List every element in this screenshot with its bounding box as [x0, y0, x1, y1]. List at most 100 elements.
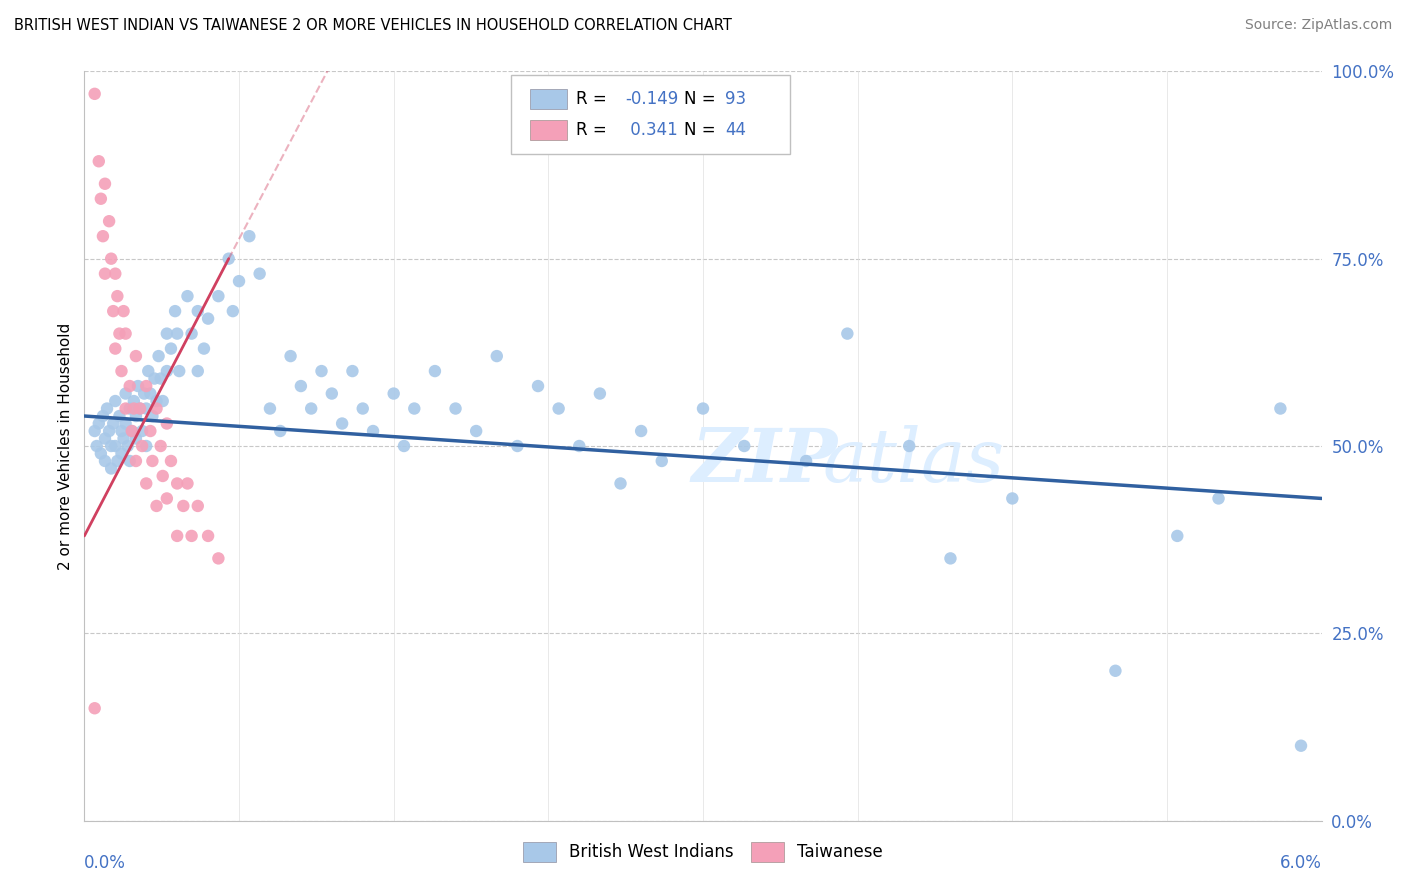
Point: [342, 364, 364, 378]
FancyBboxPatch shape: [512, 75, 790, 153]
Point: [135, 379, 157, 393]
Point: [692, 401, 714, 416]
Point: [166, 476, 188, 491]
Point: [939, 551, 962, 566]
Point: [321, 386, 343, 401]
Point: [193, 342, 215, 356]
Point: [100, 439, 122, 453]
Point: [222, 304, 245, 318]
Point: [156, 491, 179, 506]
Point: [160, 342, 183, 356]
Point: [733, 439, 755, 453]
Point: [105, 289, 128, 303]
Point: [837, 326, 859, 341]
Point: [156, 326, 179, 341]
Legend: British West Indians, Taiwanese: British West Indians, Taiwanese: [516, 835, 890, 869]
Point: [100, 461, 122, 475]
Text: R =: R =: [575, 90, 612, 108]
Point: [98, 214, 121, 228]
Point: [141, 454, 163, 468]
Point: [114, 401, 136, 416]
Point: [269, 424, 291, 438]
Point: [149, 371, 172, 385]
Point: [94, 432, 117, 446]
Point: [156, 417, 179, 431]
Point: [122, 394, 145, 409]
Point: [139, 386, 162, 401]
Point: [311, 364, 333, 378]
Point: [114, 326, 136, 341]
Point: [145, 394, 167, 409]
Point: [166, 529, 188, 543]
Point: [207, 289, 229, 303]
Point: [176, 289, 198, 303]
Point: [94, 177, 117, 191]
Point: [114, 417, 136, 431]
Text: 0.0%: 0.0%: [84, 855, 127, 872]
Point: [131, 439, 153, 453]
Point: [187, 499, 209, 513]
Point: [187, 364, 209, 378]
Point: [630, 424, 652, 438]
Point: [103, 304, 125, 318]
Point: [104, 342, 127, 356]
Point: [136, 364, 159, 378]
Point: [527, 379, 550, 393]
Point: [1289, 739, 1312, 753]
Point: [148, 349, 170, 363]
Point: [1001, 491, 1024, 506]
Point: [1208, 491, 1230, 506]
Point: [108, 409, 131, 423]
Point: [98, 424, 121, 438]
Point: [589, 386, 612, 401]
Point: [125, 409, 148, 423]
Point: [104, 439, 127, 453]
Point: [651, 454, 673, 468]
Point: [180, 529, 202, 543]
Point: [96, 401, 118, 416]
Point: [135, 476, 157, 491]
Point: [129, 401, 152, 416]
Point: [176, 476, 198, 491]
Point: [100, 252, 122, 266]
Point: [465, 424, 488, 438]
Point: [1270, 401, 1292, 416]
Point: [118, 454, 141, 468]
Point: [104, 394, 127, 409]
Point: [361, 424, 384, 438]
Point: [207, 551, 229, 566]
Point: [152, 394, 174, 409]
Y-axis label: 2 or more Vehicles in Household: 2 or more Vehicles in Household: [58, 322, 73, 570]
Point: [330, 417, 353, 431]
Point: [166, 326, 188, 341]
Point: [180, 326, 202, 341]
Point: [143, 371, 166, 385]
Point: [259, 401, 281, 416]
Point: [90, 192, 112, 206]
Point: [94, 454, 117, 468]
Point: [197, 529, 219, 543]
Point: [290, 379, 312, 393]
Point: [280, 349, 302, 363]
Point: [104, 267, 127, 281]
Point: [609, 476, 631, 491]
Point: [129, 401, 152, 416]
Point: [382, 386, 405, 401]
Point: [87, 154, 110, 169]
Point: [122, 401, 145, 416]
FancyBboxPatch shape: [530, 120, 567, 140]
Point: [152, 469, 174, 483]
Text: 44: 44: [725, 121, 747, 139]
Point: [118, 401, 141, 416]
Point: [167, 364, 190, 378]
Point: [134, 386, 156, 401]
Point: [249, 267, 271, 281]
Point: [547, 401, 569, 416]
Point: [139, 424, 162, 438]
Point: [218, 252, 240, 266]
Point: [125, 454, 148, 468]
Point: [108, 326, 131, 341]
Point: [91, 409, 114, 423]
Text: atlas: atlas: [823, 425, 1004, 497]
Point: [794, 454, 817, 468]
